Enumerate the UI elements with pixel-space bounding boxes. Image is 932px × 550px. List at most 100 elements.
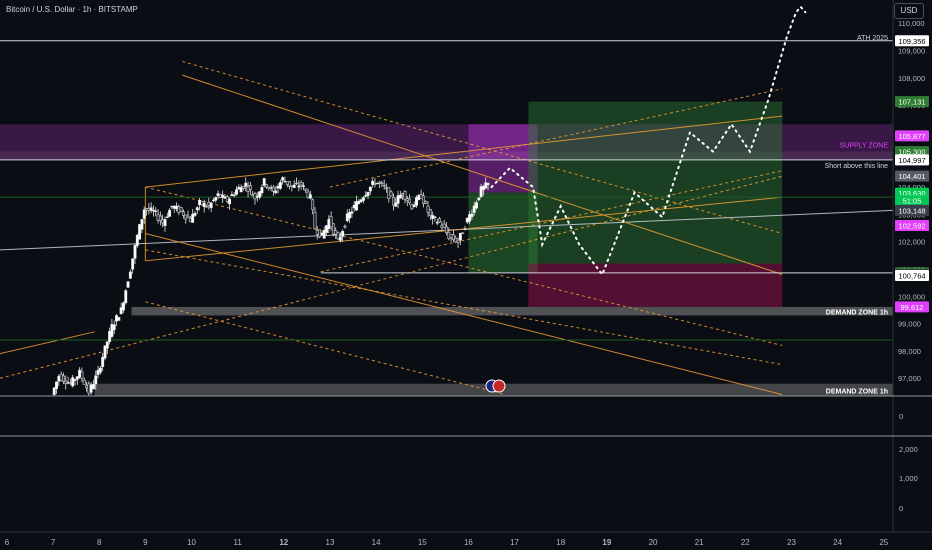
candle-up	[262, 178, 266, 186]
candle-up	[52, 387, 56, 395]
candle-up	[398, 194, 402, 199]
candle-down	[313, 211, 317, 230]
candle-down	[318, 229, 322, 238]
price-badge-label: 109,356	[898, 37, 925, 46]
candle-down	[461, 232, 465, 234]
x-tick-label: 12	[279, 538, 288, 547]
candle-up	[350, 211, 354, 214]
candle-up	[417, 195, 421, 200]
candle-up	[154, 210, 158, 212]
candle-up	[126, 281, 130, 288]
candle-down	[145, 208, 148, 211]
candle-up	[235, 189, 238, 195]
down-solid-1	[182, 74, 783, 275]
candle-down	[331, 223, 335, 235]
candle-up	[151, 209, 155, 212]
candle-up	[338, 236, 342, 241]
candle-up	[345, 213, 349, 222]
candle-down	[382, 184, 386, 187]
candle-up	[481, 186, 485, 191]
x-tick-label: 19	[602, 538, 611, 547]
candle-up	[75, 376, 79, 380]
candle-down	[82, 379, 86, 385]
candle-up	[117, 317, 121, 321]
candle-up	[57, 375, 61, 382]
candle-down	[80, 371, 84, 379]
candle-down	[265, 184, 268, 188]
candles	[52, 176, 490, 397]
candle-down	[426, 205, 430, 213]
price-badge-label: 107,131	[898, 98, 925, 107]
candle-up	[475, 202, 478, 209]
candle-down	[403, 191, 407, 200]
candle-up	[128, 271, 132, 279]
candle-up	[221, 194, 225, 198]
candle-up	[468, 214, 472, 222]
x-tick-label: 9	[143, 538, 148, 547]
x-tick-label: 17	[510, 538, 519, 547]
candle-down	[410, 203, 414, 210]
x-tick-label: 8	[97, 538, 102, 547]
candle-down	[218, 194, 222, 198]
candle-up	[223, 196, 227, 199]
short-target	[468, 192, 538, 273]
candle-down	[336, 232, 340, 240]
price-badge-label: 51:05	[903, 197, 922, 206]
candle-up	[301, 185, 305, 187]
candle-up	[191, 213, 195, 223]
candle-up	[103, 345, 107, 359]
candle-up	[371, 180, 375, 185]
channel-upper-solid	[145, 115, 783, 188]
supply-zone-inner	[0, 151, 893, 161]
candle-down	[401, 193, 405, 196]
chart-title: Bitcoin / U.S. Dollar · 1h · BITSTAMP	[6, 5, 138, 14]
price-badge-label: 100,764	[898, 271, 925, 280]
x-tick-label: 18	[556, 538, 565, 547]
candle-up	[216, 193, 220, 196]
candle-down	[389, 191, 393, 197]
candle-down	[315, 230, 319, 235]
candle-up	[133, 245, 137, 259]
candle-up	[341, 230, 345, 237]
candle-down	[156, 214, 160, 221]
candle-up	[131, 258, 135, 270]
down-dash-2	[145, 186, 783, 346]
candle-down	[200, 201, 204, 206]
candle-down	[378, 181, 382, 184]
price-badge-label: 105,877	[898, 132, 925, 141]
candle-up	[110, 324, 114, 337]
x-tick-label: 11	[234, 538, 243, 547]
candle-up	[278, 182, 282, 189]
currency-badge[interactable]: USD	[894, 3, 924, 19]
candle-up	[175, 205, 178, 210]
candle-up	[115, 315, 118, 322]
candle-up	[357, 200, 361, 204]
zone-label: DEMAND ZONE 1h	[826, 309, 888, 316]
candle-down	[304, 188, 308, 191]
candle-up	[435, 222, 439, 224]
candle-down	[421, 195, 425, 204]
down-dash-4	[145, 301, 506, 396]
candle-up	[78, 369, 82, 378]
candle-down	[373, 183, 377, 185]
down-solid-2	[0, 331, 95, 355]
candle-down	[440, 224, 444, 228]
candle-up	[138, 224, 142, 240]
candle-up	[255, 196, 259, 198]
candle-up	[297, 185, 301, 188]
candle-up	[477, 197, 481, 201]
candle-up	[142, 209, 146, 219]
candle-down	[147, 208, 151, 211]
price-badge	[895, 35, 929, 47]
candle-up	[269, 187, 273, 189]
candle-up	[375, 182, 379, 185]
candle-down	[158, 215, 162, 221]
candle-down	[449, 234, 453, 238]
y-tick-label: 108,000	[898, 74, 925, 83]
candle-down	[311, 199, 315, 211]
candle-down	[456, 240, 460, 243]
y-tick-label: 99,000	[898, 320, 921, 329]
x-tick-label: 15	[418, 538, 427, 547]
candle-down	[380, 182, 384, 184]
